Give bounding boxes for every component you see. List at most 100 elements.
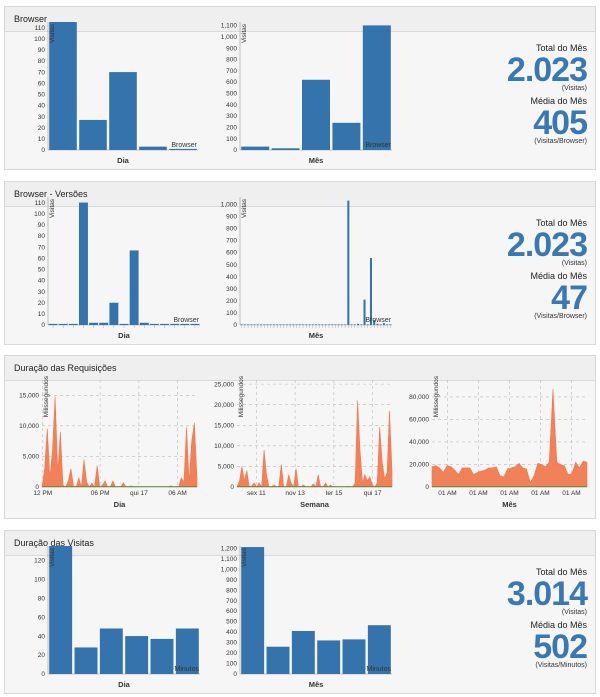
bar xyxy=(317,640,341,674)
y-tick-label: 700 xyxy=(226,598,237,605)
panel-title: Duração das Visitas xyxy=(5,531,595,556)
y-tick-label: 100 xyxy=(34,36,45,43)
y-tick-label: 15,000 xyxy=(214,422,234,429)
y-tick-label: 400 xyxy=(226,102,237,109)
bar xyxy=(58,323,68,325)
bar xyxy=(129,250,139,325)
bar xyxy=(360,324,363,325)
bar xyxy=(139,146,167,150)
y-tick-label: 900 xyxy=(226,577,237,584)
bar xyxy=(49,546,73,674)
y-axis-label: Visitas xyxy=(241,23,248,43)
bar xyxy=(379,324,382,325)
y-tick-label: 1,000 xyxy=(221,34,238,41)
y-tick-label: 50 xyxy=(38,267,46,274)
x-tick-label: 01 AM xyxy=(500,490,518,497)
panel-title: Duração das Requisições xyxy=(5,356,595,381)
bar xyxy=(99,628,123,674)
x-tick-label: sex 11 xyxy=(247,490,266,497)
y-tick-label: 500 xyxy=(226,262,237,269)
x-tick-label: ter 15 xyxy=(326,490,343,497)
y-axis-label: Visitas xyxy=(49,23,56,43)
total-value: 3.014 xyxy=(506,575,588,613)
y-tick-label: 100 xyxy=(34,211,45,218)
x-tick-label: 06 AM xyxy=(168,490,186,497)
bar xyxy=(363,299,366,325)
x-axis-label: Mês xyxy=(502,500,517,509)
bar xyxy=(139,322,149,325)
y-tick-label: 200 xyxy=(226,298,237,305)
bar xyxy=(241,146,270,150)
x-axis-label: Dia xyxy=(117,156,130,165)
y-tick-label: 100 xyxy=(226,310,237,317)
bar xyxy=(266,646,290,674)
bar xyxy=(256,324,259,325)
y-tick-label: 0 xyxy=(230,484,234,491)
y-tick-label: 1,000 xyxy=(221,201,238,208)
x-tick-label: 01 AM xyxy=(562,490,580,497)
y-tick-label: 110 xyxy=(35,200,46,207)
duracao-requisicoes-panel: Duração das Requisições 0 5,000 10,000 15,0… xyxy=(4,355,596,519)
avg-label: Média do Mês xyxy=(530,271,587,281)
bar xyxy=(279,324,282,325)
bar xyxy=(362,25,391,150)
bar xyxy=(334,324,337,325)
chart-versoes-dia: 0 10 20 30 40 50 60 70 80 90 100 110 Visitas Browser D… xyxy=(23,192,223,342)
bar xyxy=(269,324,272,325)
bar xyxy=(79,202,88,325)
bar xyxy=(332,122,361,150)
panel-title: Browser - Versões xyxy=(5,182,595,207)
bar xyxy=(243,324,246,325)
bar xyxy=(271,148,300,150)
total-unit: (Visitas) xyxy=(561,609,587,616)
bar xyxy=(160,323,169,325)
avg-unit: (Visitas/Browser) xyxy=(534,138,587,145)
bar xyxy=(340,324,343,325)
avg-unit: (Visitas/Browser) xyxy=(534,313,587,320)
y-tick-label: 5,000 xyxy=(218,464,235,471)
bar xyxy=(373,320,376,325)
area-series xyxy=(431,388,588,488)
bar xyxy=(253,324,256,325)
panel-title: Browser xyxy=(5,7,595,32)
chart-requisicoes-semana: 0 5,000 10,000 15,000 20,000 25,000 sex 11 nov … xyxy=(200,366,400,516)
y-axis-label: Visitas xyxy=(241,547,248,567)
stats-browser: Total do Mês 2.023 (Visitas) Média do Mê… xyxy=(507,43,588,145)
y-tick-label: 10 xyxy=(38,136,46,143)
y-tick-label: 100 xyxy=(226,661,237,668)
y-tick-label: 90 xyxy=(38,47,46,54)
y-tick-label: 0 xyxy=(233,147,237,154)
x-axis-label: Mês xyxy=(309,331,324,340)
y-axis-label: Visitas xyxy=(49,547,56,567)
series-label: Minutos xyxy=(174,666,199,673)
y-axis-label: Milissegundos xyxy=(238,375,245,417)
bar xyxy=(366,324,369,325)
y-tick-label: 40 xyxy=(38,278,46,285)
bar xyxy=(311,324,314,325)
bar xyxy=(308,324,311,325)
y-tick-label: 70 xyxy=(38,69,46,76)
bar xyxy=(149,323,159,325)
y-tick-label: 60,000 xyxy=(409,417,429,424)
bar xyxy=(150,638,174,674)
y-tick-label: 120 xyxy=(34,557,45,564)
bar xyxy=(180,323,190,325)
series-label: Browser xyxy=(173,317,199,324)
bar xyxy=(79,119,107,150)
browser-panel: Browser 0 10 20 30 40 50 60 70 80 90 100 110 Visitas… xyxy=(4,6,596,170)
y-tick-label: 20 xyxy=(38,652,46,659)
x-tick-label: 01 AM xyxy=(469,490,487,497)
y-tick-label: 40 xyxy=(38,103,46,110)
y-tick-label: 1,100 xyxy=(221,23,238,30)
y-tick-label: 40,000 xyxy=(409,439,429,446)
bar xyxy=(342,639,366,674)
bar xyxy=(305,324,308,325)
y-tick-label: 400 xyxy=(226,629,237,636)
avg-unit: (Visitas/Minutos) xyxy=(535,662,587,669)
avg-value: 405 xyxy=(533,104,588,142)
total-label: Total do Mês xyxy=(535,567,587,577)
total-unit: (Visitas) xyxy=(561,260,587,267)
chart-browser-dia: 0 10 20 30 40 50 60 70 80 90 100 110 Visitas Browser D… xyxy=(23,17,223,167)
y-tick-label: 0 xyxy=(233,671,237,678)
y-tick-label: 300 xyxy=(226,286,237,293)
